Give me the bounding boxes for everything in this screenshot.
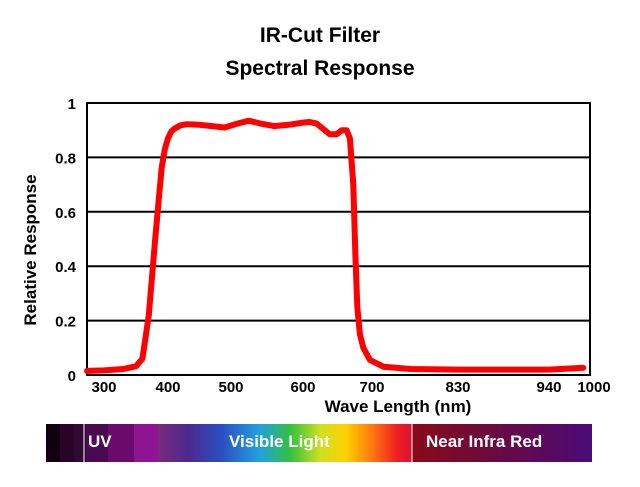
x-tick-label: 940 (536, 379, 561, 396)
x-tick-label: 300 (91, 379, 116, 396)
y-tick-label: 0.2 (55, 314, 76, 331)
x-tick-label: 700 (359, 379, 384, 396)
x-axis-label: Wave Length (nm) (324, 397, 472, 416)
uv-band-segment (108, 424, 134, 462)
chart-subtitle: Spectral Response (225, 57, 415, 80)
visible-light-label: Visible Light (229, 432, 330, 451)
x-tick-label: 500 (218, 379, 243, 396)
uv-band-segment (74, 424, 86, 462)
x-tick-label: 1000 (577, 379, 610, 396)
spectrum-bar (46, 424, 592, 462)
x-tick-label: 600 (290, 379, 315, 396)
visible-band (158, 424, 412, 462)
x-tick-label: 830 (445, 379, 470, 396)
uv-band-segment (46, 424, 60, 462)
y-tick-label: 0.6 (55, 205, 76, 222)
series-line (84, 117, 587, 374)
x-tick-label: 400 (155, 379, 180, 396)
y-tick-label: 0.4 (55, 259, 77, 276)
chart-title: IR-Cut Filter (259, 24, 381, 47)
y-tick-label: 0 (68, 368, 76, 385)
y-tick-label: 1 (68, 96, 76, 113)
uv-band-segment (86, 424, 108, 462)
y-axis-label: Relative Response (21, 174, 40, 326)
near-infra-red-label: Near Infra Red (426, 432, 543, 451)
y-tick-label: 0.8 (55, 150, 76, 167)
uv-band-segment (134, 424, 158, 462)
plot-frame (86, 102, 591, 376)
uv-label: UV (88, 432, 112, 451)
uv-band-segment (60, 424, 74, 462)
nir-band (412, 424, 592, 462)
